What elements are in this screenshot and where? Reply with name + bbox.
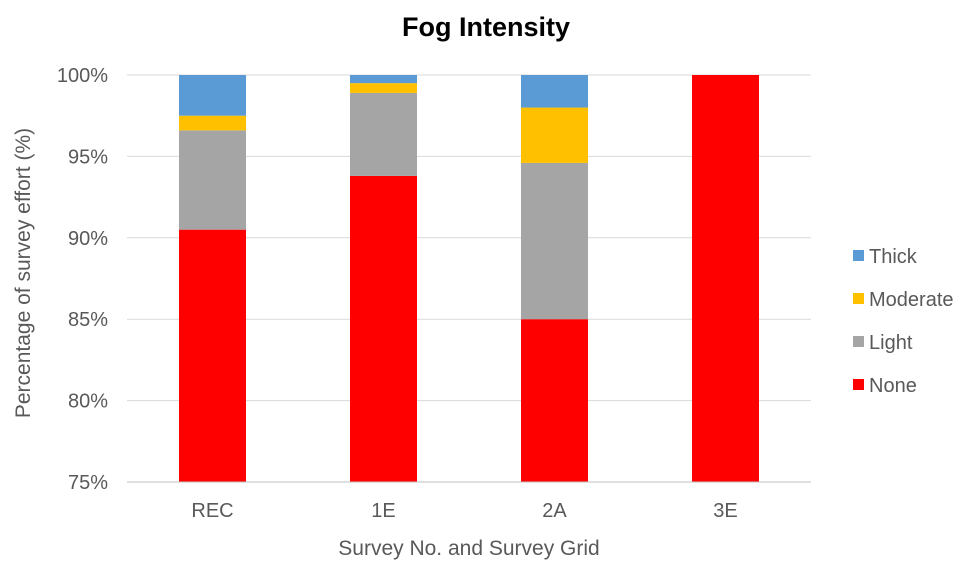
bar-1e-none bbox=[350, 175, 417, 482]
bar-rec-none bbox=[179, 229, 246, 482]
bar-3e-none bbox=[692, 75, 759, 482]
bar-2a-moderate bbox=[521, 107, 588, 163]
bar-2a-light bbox=[521, 162, 588, 320]
x-tick-label-2a: 2A bbox=[542, 500, 567, 522]
chart-title: Fog Intensity bbox=[402, 12, 570, 42]
bar-1e-moderate bbox=[350, 83, 417, 93]
legend-swatch-none bbox=[853, 379, 864, 390]
y-tick-label: 90% bbox=[68, 228, 108, 250]
y-tick-label: 85% bbox=[68, 309, 108, 331]
y-tick-label: 75% bbox=[68, 472, 108, 494]
bar-2a-none bbox=[521, 319, 588, 482]
legend-label-thick: Thick bbox=[869, 246, 918, 268]
bar-rec-light bbox=[179, 130, 246, 230]
bar-rec-moderate bbox=[179, 115, 246, 131]
legend-label-moderate: Moderate bbox=[869, 289, 954, 311]
y-axis-tick-labels: 75% 80% 85% 90% 95% 100% bbox=[57, 65, 108, 494]
bar-1e-thick bbox=[350, 75, 417, 84]
x-tick-label-rec: REC bbox=[191, 500, 233, 522]
legend-swatch-light bbox=[853, 336, 864, 347]
bars bbox=[179, 75, 759, 482]
x-tick-label-1e: 1E bbox=[371, 500, 395, 522]
legend-label-light: Light bbox=[869, 332, 913, 354]
legend-swatch-thick bbox=[853, 250, 864, 261]
bar-1e-light bbox=[350, 92, 417, 176]
legend: Thick Moderate Light None bbox=[853, 246, 954, 397]
x-axis-label: Survey No. and Survey Grid bbox=[338, 537, 599, 560]
y-tick-label: 95% bbox=[68, 146, 108, 168]
legend-swatch-moderate bbox=[853, 293, 864, 304]
y-axis-label: Percentage of survey effort (%) bbox=[12, 128, 35, 418]
bar-2a-thick bbox=[521, 75, 588, 108]
legend-label-none: None bbox=[869, 375, 917, 397]
bar-rec-thick bbox=[179, 75, 246, 116]
x-tick-label-3e: 3E bbox=[713, 500, 737, 522]
y-tick-label: 80% bbox=[68, 391, 108, 413]
x-axis-tick-labels: REC 1E 2A 3E bbox=[191, 500, 737, 522]
y-tick-label: 100% bbox=[57, 65, 108, 87]
